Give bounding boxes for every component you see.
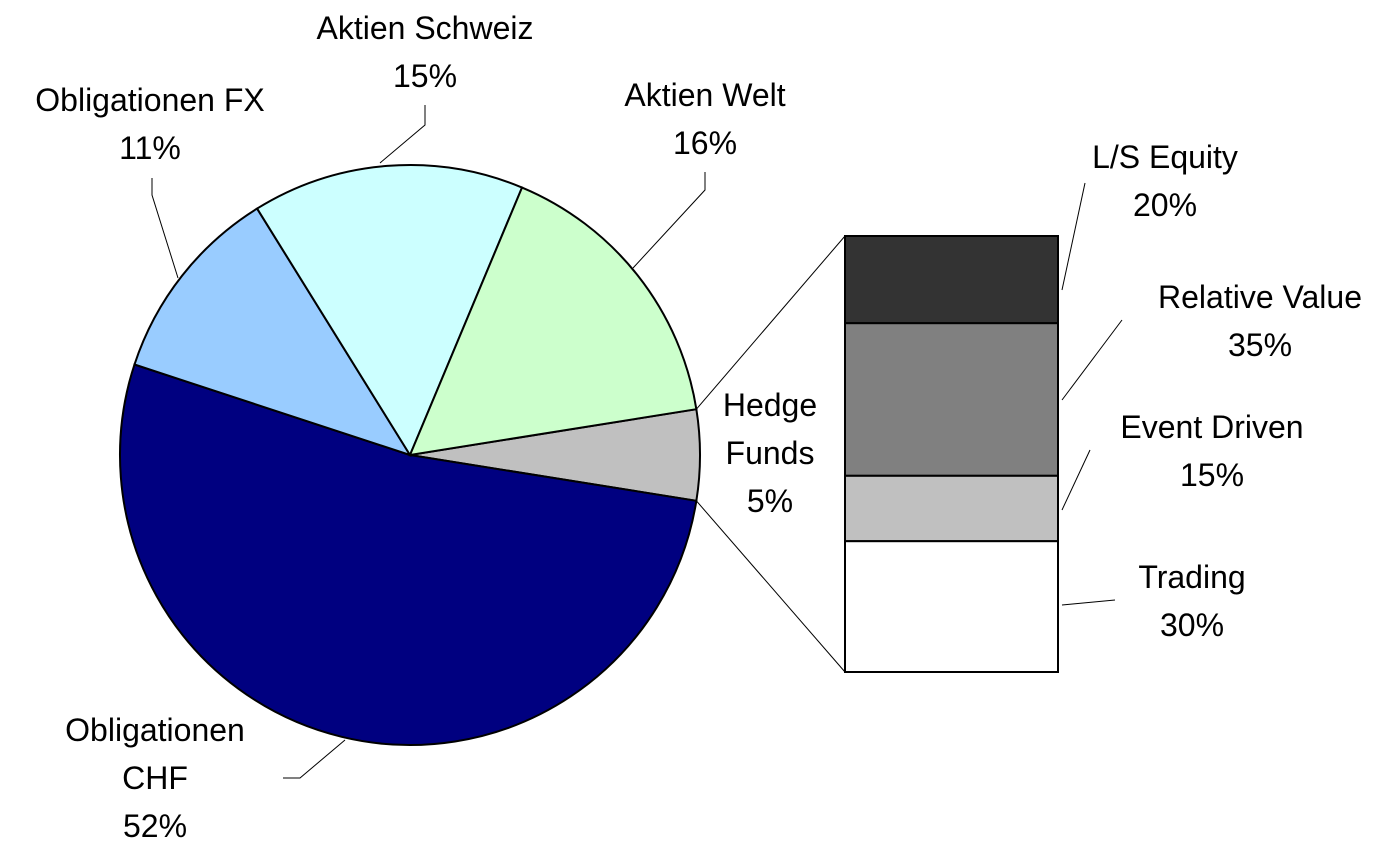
category-name: Aktien Welt [624, 77, 786, 113]
value-label: 15% [392, 58, 458, 94]
category-name: Event Driven [1120, 409, 1304, 445]
data-label: L/S Equity 20% [1025, 133, 1305, 229]
bar-segment [844, 474, 1059, 543]
value-label: 5% [746, 483, 794, 519]
leader-line [695, 500, 846, 673]
leader-line [1061, 319, 1123, 401]
bar-segment [844, 235, 1059, 325]
pie-slice [408, 186, 698, 457]
data-label: Relative Value 35% [1120, 273, 1391, 369]
value-label: 15% [1179, 457, 1245, 493]
category-name: Trading [1138, 559, 1246, 595]
data-label: Obligationen FX 11% [0, 76, 300, 172]
leader-line [379, 105, 426, 164]
data-label: Hedge Funds 5% [705, 381, 835, 525]
leader-line [283, 739, 346, 779]
category-name: Obligationen FX [35, 82, 265, 118]
leader-line [1061, 449, 1091, 511]
leader-line [632, 172, 706, 269]
data-label: Trading 30% [1052, 553, 1332, 649]
category-name: Aktien Schweiz [316, 10, 534, 46]
pie-slice [119, 363, 698, 746]
category-name: L/S Equity [1092, 139, 1238, 175]
value-label: 16% [672, 125, 738, 161]
leader-line [151, 178, 179, 279]
value-label: 52% [122, 808, 188, 844]
value-label: 30% [1159, 607, 1225, 643]
category-name: Obligationen CHF [65, 712, 245, 796]
data-label: Event Driven 15% [1072, 403, 1352, 499]
pie-slice [133, 207, 413, 457]
pie-slice [255, 164, 524, 458]
bar-segment [844, 540, 1059, 674]
leader-line [695, 235, 846, 410]
data-label: Aktien Schweiz 15% [275, 4, 575, 100]
category-name: Hedge Funds [722, 387, 818, 471]
data-label: Aktien Welt 16% [575, 71, 835, 167]
bar-segment [844, 322, 1059, 477]
leader-line [1061, 182, 1086, 291]
leader-line [1061, 599, 1116, 606]
category-name: Relative Value [1158, 279, 1362, 315]
value-label: 11% [119, 130, 181, 166]
value-label: 20% [1132, 187, 1198, 223]
data-label: Obligationen CHF 52% [40, 706, 270, 845]
value-label: 35% [1227, 327, 1293, 363]
